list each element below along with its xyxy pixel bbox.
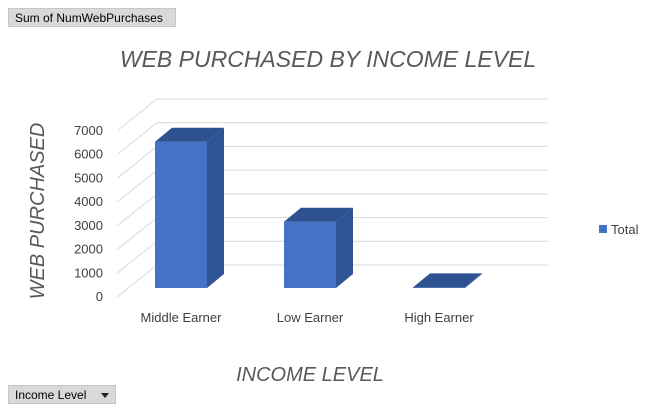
y-tick-label: 6000 — [74, 147, 103, 162]
y-tick-label: 2000 — [74, 242, 103, 257]
legend-swatch-total — [599, 225, 607, 233]
pivot-value-field-label: Sum of NumWebPurchases — [15, 11, 163, 25]
pivot-axis-field-label: Income Level — [15, 388, 87, 402]
legend: Total — [599, 222, 639, 237]
bar-top — [155, 127, 224, 142]
bar — [284, 207, 353, 288]
y-tick-label: 7000 — [74, 123, 103, 138]
bars — [155, 127, 482, 288]
chart-title: WEB PURCHASED BY INCOME LEVEL — [120, 46, 536, 72]
y-tick-label: 3000 — [74, 218, 103, 233]
bar-front — [155, 141, 207, 288]
x-tick-label: Low Earner — [277, 310, 344, 325]
bar-top — [284, 207, 353, 222]
bar — [155, 127, 224, 288]
gridline — [116, 98, 548, 132]
bar-front — [284, 221, 336, 288]
bar-top — [413, 273, 482, 288]
y-axis-title: WEB PURCHASED — [27, 123, 49, 300]
y-tick-label: 0 — [96, 289, 103, 304]
pivot-value-field-button[interactable]: Sum of NumWebPurchases — [8, 8, 176, 27]
y-tick-label: 1000 — [74, 265, 103, 280]
gridline — [116, 122, 548, 156]
x-axis-title: INCOME LEVEL — [236, 364, 384, 386]
bar-front — [413, 287, 465, 288]
pivot-axis-field-dropdown[interactable]: Income Level — [8, 385, 116, 404]
x-axis-ticks: Middle Earner Low Earner High Earner — [141, 310, 475, 325]
chevron-down-icon — [101, 393, 109, 398]
x-tick-label: Middle Earner — [141, 310, 223, 325]
y-tick-label: 4000 — [74, 194, 103, 209]
legend-label-total: Total — [611, 222, 639, 237]
y-tick-label: 5000 — [74, 170, 103, 185]
bar-side — [336, 207, 353, 288]
bar-side — [207, 127, 224, 288]
x-tick-label: High Earner — [404, 310, 474, 325]
bar-side — [465, 273, 482, 288]
bar — [413, 273, 482, 288]
y-axis-ticks: 0 1000 2000 3000 4000 5000 6000 7000 — [74, 123, 103, 304]
